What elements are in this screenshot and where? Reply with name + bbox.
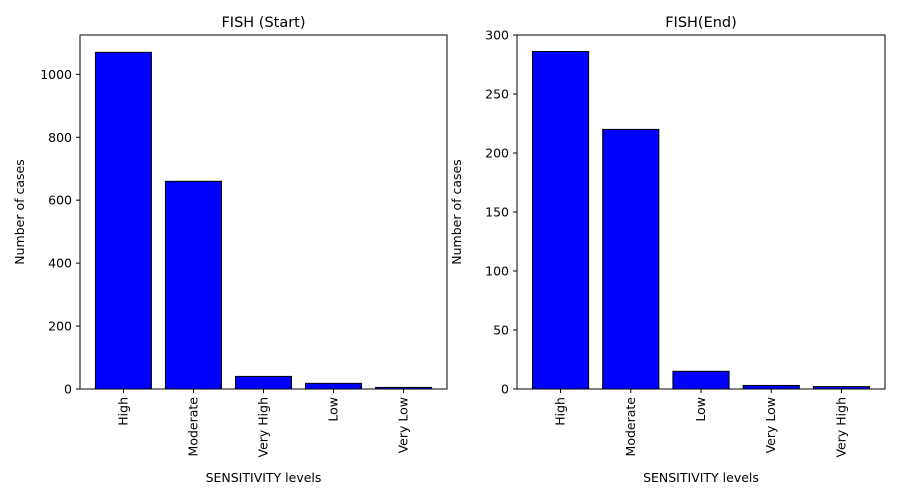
y-tick-label: 400 [48,256,72,271]
bar-low [305,382,363,390]
chart-title: FISH (Start) [221,15,305,31]
x-tick-label: High [115,397,130,426]
y-tick-label: 250 [485,87,509,102]
bar-moderate [164,180,222,390]
y-tick-label: 100 [485,264,509,279]
x-tick-label: Low [326,397,341,422]
x-tick-label: Very High [833,397,848,458]
x-tick-label: Moderate [185,397,200,457]
y-tick-label: 300 [485,28,509,43]
y-tick-label: 150 [485,205,509,220]
bar-very-low [742,384,800,390]
bar-group [94,51,433,390]
bar-moderate [602,128,660,390]
y-tick-label: 50 [493,323,509,338]
y-axis-ticks: 0 50 100 150 200 250 300 [485,28,517,397]
bar-low [672,370,730,390]
bar-very-high [234,375,293,390]
x-axis-ticks: High Moderate Very High Low Very Low [115,389,411,458]
x-tick-label: Very Low [396,397,411,453]
x-tick-label: Very High [256,397,271,458]
y-axis-label: Number of cases [449,159,464,264]
x-tick-label: Low [693,397,708,422]
plot-frame [516,34,886,390]
y-tick-label: 0 [501,382,509,397]
y-tick-label: 0 [64,382,72,397]
y-tick-label: 200 [485,146,509,161]
y-tick-label: 1000 [40,67,72,82]
x-tick-label: Very Low [763,397,778,453]
x-axis-label: SENSITIVITY levels [643,470,759,485]
plot-frame [79,34,448,390]
chart-title: FISH(End) [665,15,737,31]
x-axis-ticks: High Moderate Low Very Low Very High [553,389,848,458]
chart-fish-end: FISH(End) SENSITIVITY levels Number of c… [449,15,886,485]
bar-high [531,51,590,390]
y-tick-label: 800 [48,130,72,145]
y-tick-label: 200 [48,319,72,334]
bar-high [94,51,152,390]
x-tick-label: High [553,397,568,426]
x-tick-label: Moderate [623,397,638,457]
bar-group [531,51,871,390]
y-tick-label: 600 [48,193,72,208]
chart-fish-start: FISH (Start) SENSITIVITY levels Number o… [12,15,448,485]
y-axis-ticks: 0 200 400 600 800 1000 [40,67,80,397]
y-axis-label: Number of cases [12,159,27,264]
x-axis-label: SENSITIVITY levels [206,470,322,485]
